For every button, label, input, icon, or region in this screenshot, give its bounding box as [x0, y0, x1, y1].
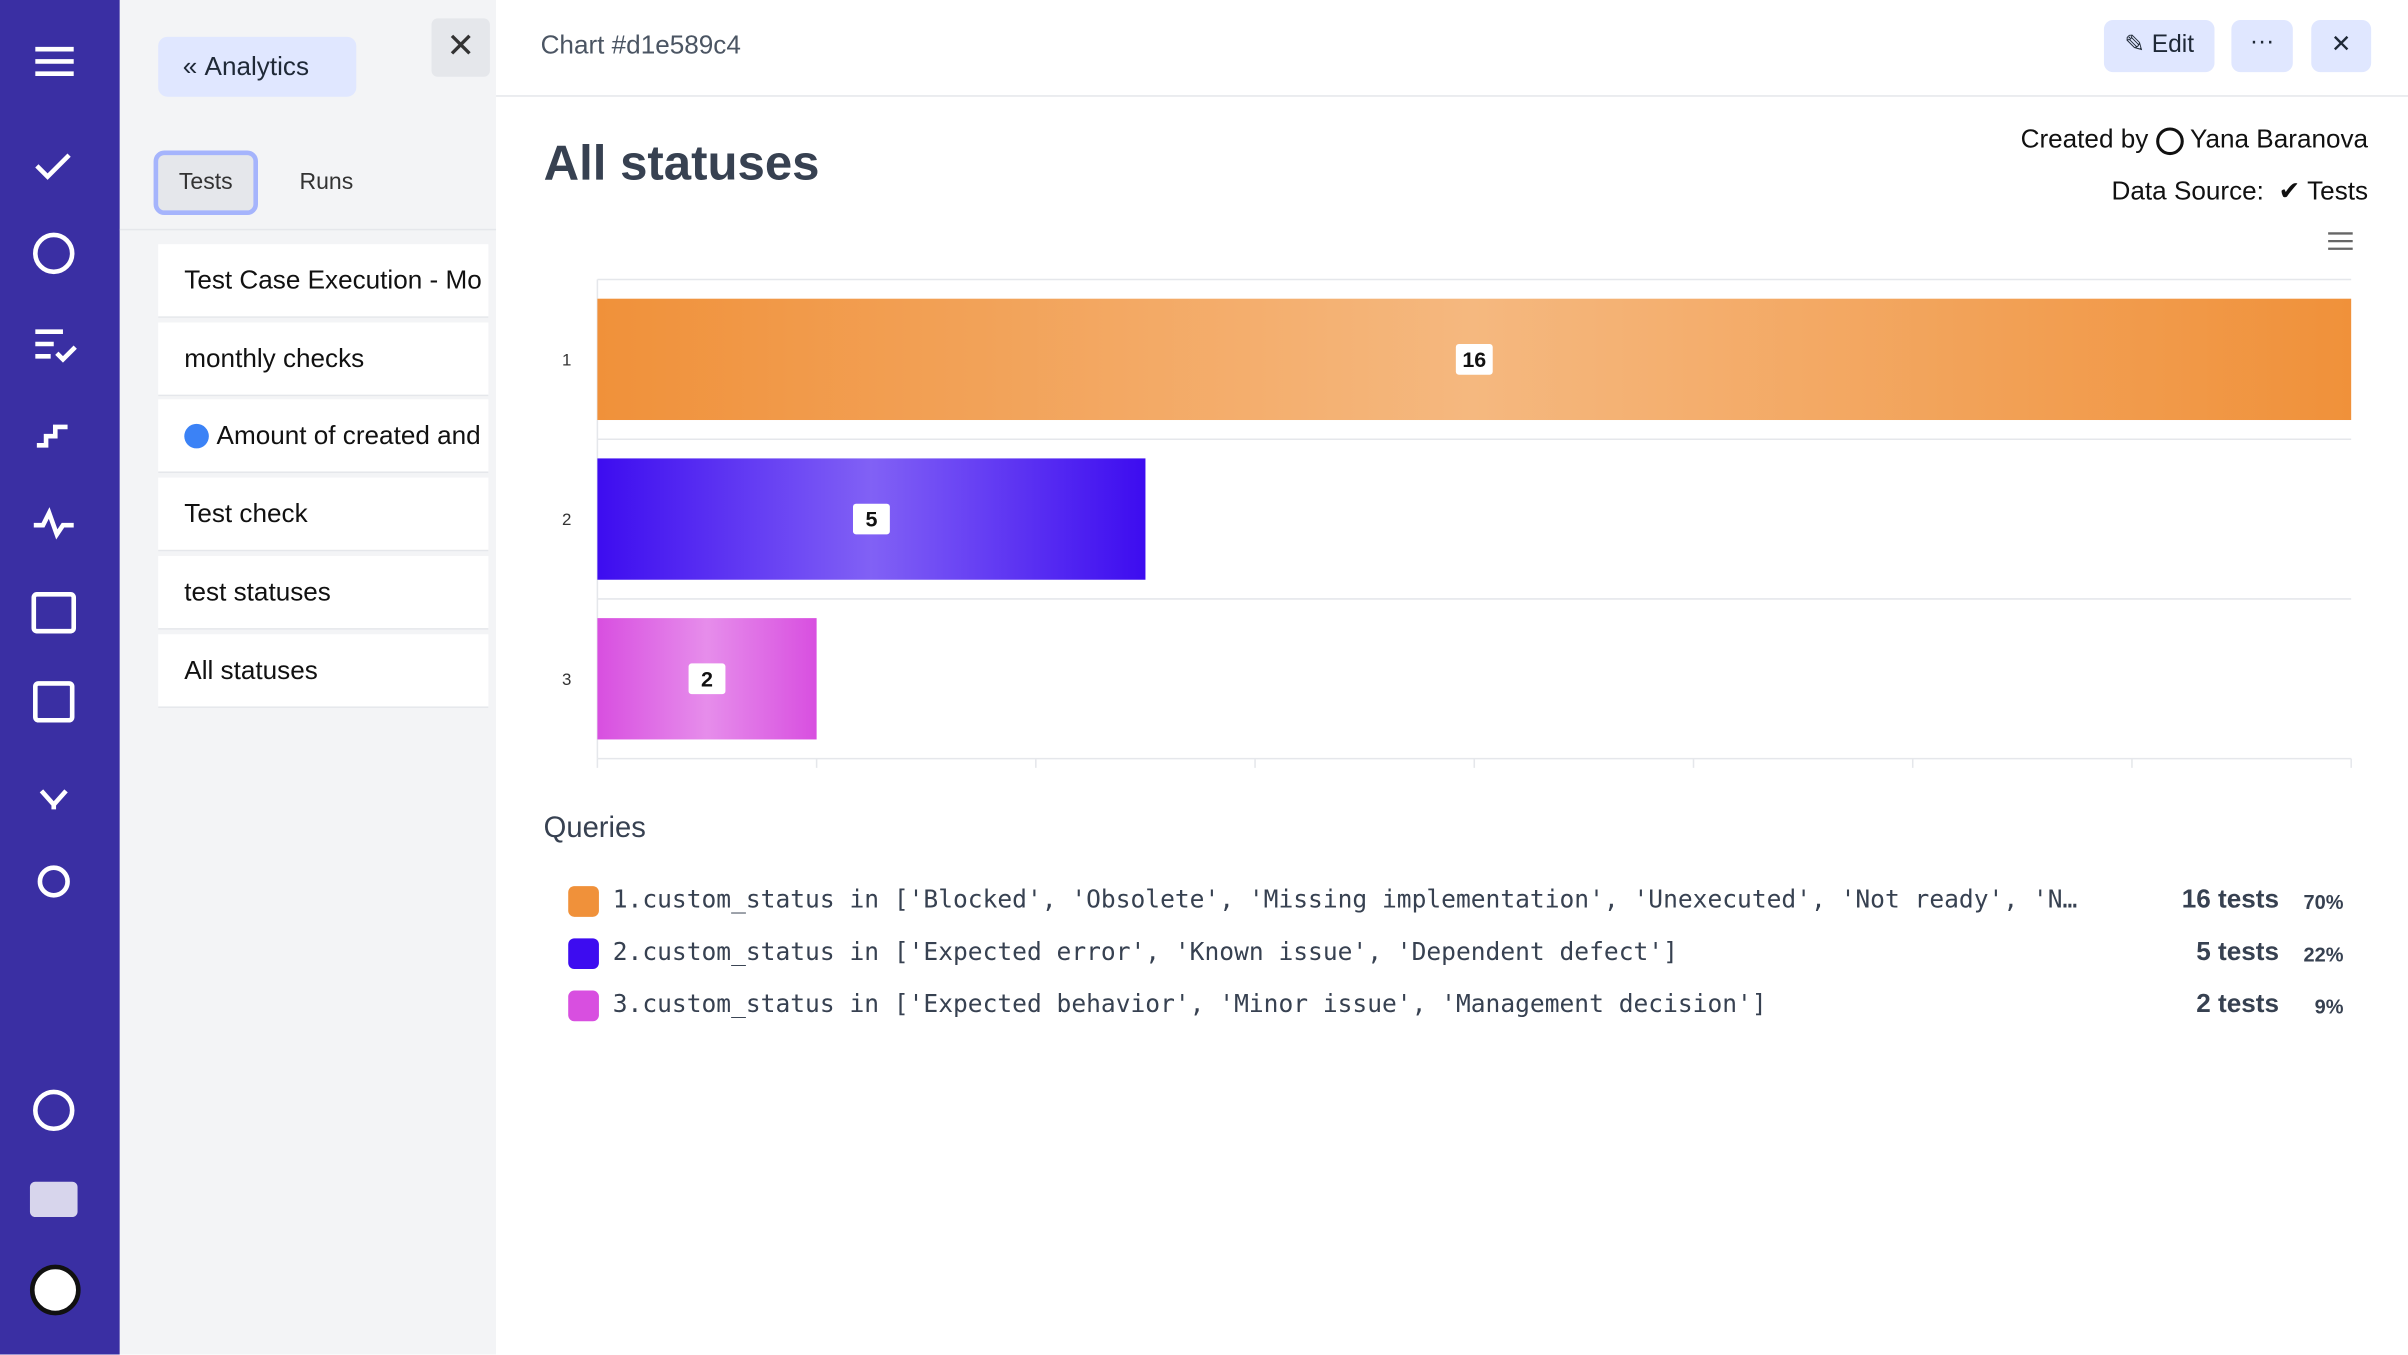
chart-title: All statuses: [543, 135, 820, 191]
value-label: 2: [701, 667, 713, 691]
value-label-box: [688, 663, 726, 695]
pulse-icon[interactable]: [33, 507, 74, 540]
back-label: Analytics: [204, 52, 310, 82]
import-icon[interactable]: [31, 592, 77, 634]
analytics-icon[interactable]: [33, 681, 75, 723]
query-text: 2.custom_status in ['Expected error', 'K…: [612, 936, 1678, 966]
header-title: Chart #d1e589c4: [540, 30, 741, 60]
query-swatch: [568, 938, 599, 970]
value-label: 5: [865, 508, 877, 532]
query-swatch: [568, 886, 599, 917]
nav-bar: [0, 0, 120, 1355]
tab[interactable]: Tests: [153, 150, 258, 215]
data-source: Data Source: ✔ Tests: [2111, 176, 2369, 206]
list-item[interactable]: Test check: [158, 477, 489, 552]
list-item[interactable]: Test Case Execution - Mo: [158, 244, 489, 318]
value-label-box: [1455, 343, 1493, 375]
nav-icons: [29, 46, 81, 1316]
query-share: 22%: [2303, 942, 2344, 966]
author: Yana Baranova: [2190, 124, 2369, 154]
steps-icon[interactable]: [36, 424, 68, 448]
source-label: Data Source:: [2111, 176, 2264, 206]
branch-icon[interactable]: [39, 789, 68, 810]
query-share: 9%: [2314, 995, 2344, 1019]
y-tick-label: 2: [562, 510, 571, 529]
more-button[interactable]: ···: [2231, 19, 2293, 73]
plans-icon[interactable]: [35, 329, 77, 363]
divider: [119, 228, 497, 231]
query-text: 1.custom_status in ['Blocked', 'Obsolete…: [612, 884, 2078, 914]
runs-icon[interactable]: [33, 232, 75, 275]
query-count: 2 tests: [2196, 988, 2279, 1019]
logo[interactable]: [29, 1264, 81, 1316]
query-share: 70%: [2303, 890, 2344, 914]
sidebar: « Analytics ✕ Tests Runs Test Case Execu…: [119, 0, 497, 1355]
edit-label: Edit: [2151, 32, 2195, 59]
query-text: 3.custom_status in ['Expected behavior',…: [612, 988, 1767, 1019]
queries-title: Queries: [543, 812, 646, 845]
created-by: Created by Yana Baranova: [2021, 124, 2368, 155]
edit-button[interactable]: ✎ Edit: [2103, 19, 2215, 73]
value-label-box: [852, 503, 890, 535]
back-button[interactable]: « Analytics: [158, 36, 357, 97]
query-count: 5 tests: [2196, 936, 2279, 966]
settings-icon[interactable]: [37, 865, 70, 898]
source: Tests: [2307, 176, 2369, 206]
query-count: 16 tests: [2181, 884, 2279, 914]
y-tick-label: 1: [562, 350, 571, 369]
globe-icon: [184, 423, 209, 449]
menu-icon[interactable]: [35, 46, 74, 77]
tab[interactable]: Runs: [299, 168, 354, 196]
value-label: 16: [1462, 348, 1486, 372]
help-icon[interactable]: [33, 1089, 75, 1132]
close-chart-button[interactable]: ✕: [2311, 19, 2372, 73]
tests-icon[interactable]: [35, 153, 71, 180]
close-button[interactable]: ✕: [431, 18, 490, 77]
list-item[interactable]: All statuses: [158, 634, 489, 708]
query-swatch: [568, 990, 599, 1022]
list-item[interactable]: monthly checks: [158, 322, 489, 397]
avatar: [2155, 126, 2184, 155]
list-item[interactable]: Amount of created and: [158, 399, 489, 473]
chart-menu[interactable]: [2328, 232, 2353, 250]
y-tick-label: 3: [562, 670, 571, 689]
list-item[interactable]: test statuses: [158, 555, 489, 630]
projects-icon[interactable]: [29, 1181, 78, 1218]
header: Chart #d1e589c4 ✎ Edit ··· ✕: [496, 0, 2408, 97]
created-label: Created by: [2020, 124, 2149, 154]
